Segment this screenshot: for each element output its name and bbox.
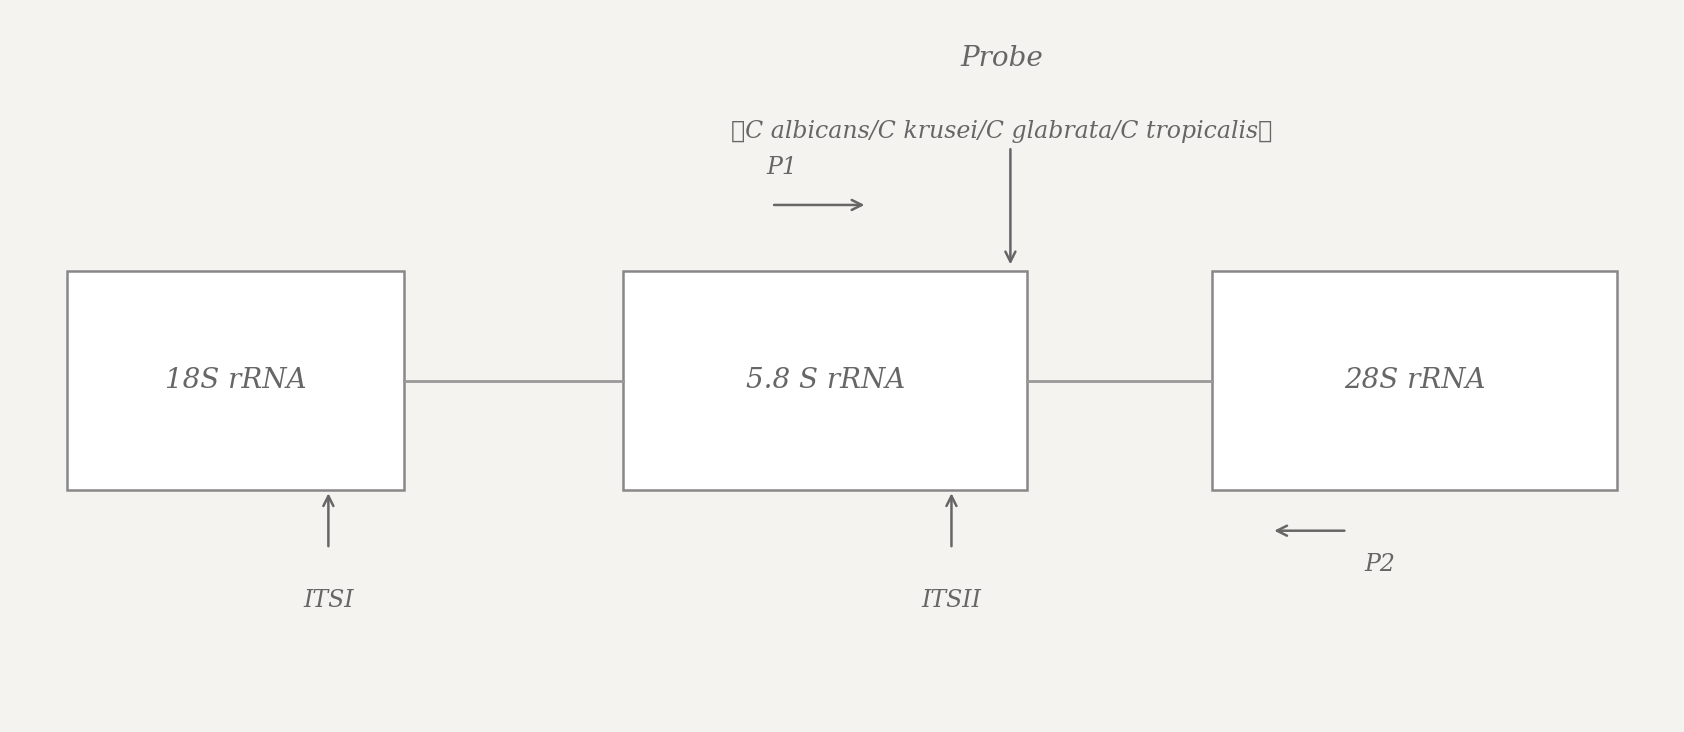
Text: 5.8 S rRNA: 5.8 S rRNA <box>746 367 904 394</box>
Bar <box>67 271 404 490</box>
Text: 28S rRNA: 28S rRNA <box>1344 367 1485 394</box>
Bar <box>623 271 1027 490</box>
Text: P2: P2 <box>1364 553 1394 575</box>
Text: P1: P1 <box>766 157 797 179</box>
Text: Probe: Probe <box>960 45 1044 72</box>
Text: ITSII: ITSII <box>921 589 982 612</box>
Text: 18S rRNA: 18S rRNA <box>165 367 306 394</box>
Text: （C albicans/C krusei/C glabrata/C tropicalis）: （C albicans/C krusei/C glabrata/C tropic… <box>731 120 1273 143</box>
Bar <box>1212 271 1617 490</box>
Text: ITSI: ITSI <box>303 589 354 612</box>
